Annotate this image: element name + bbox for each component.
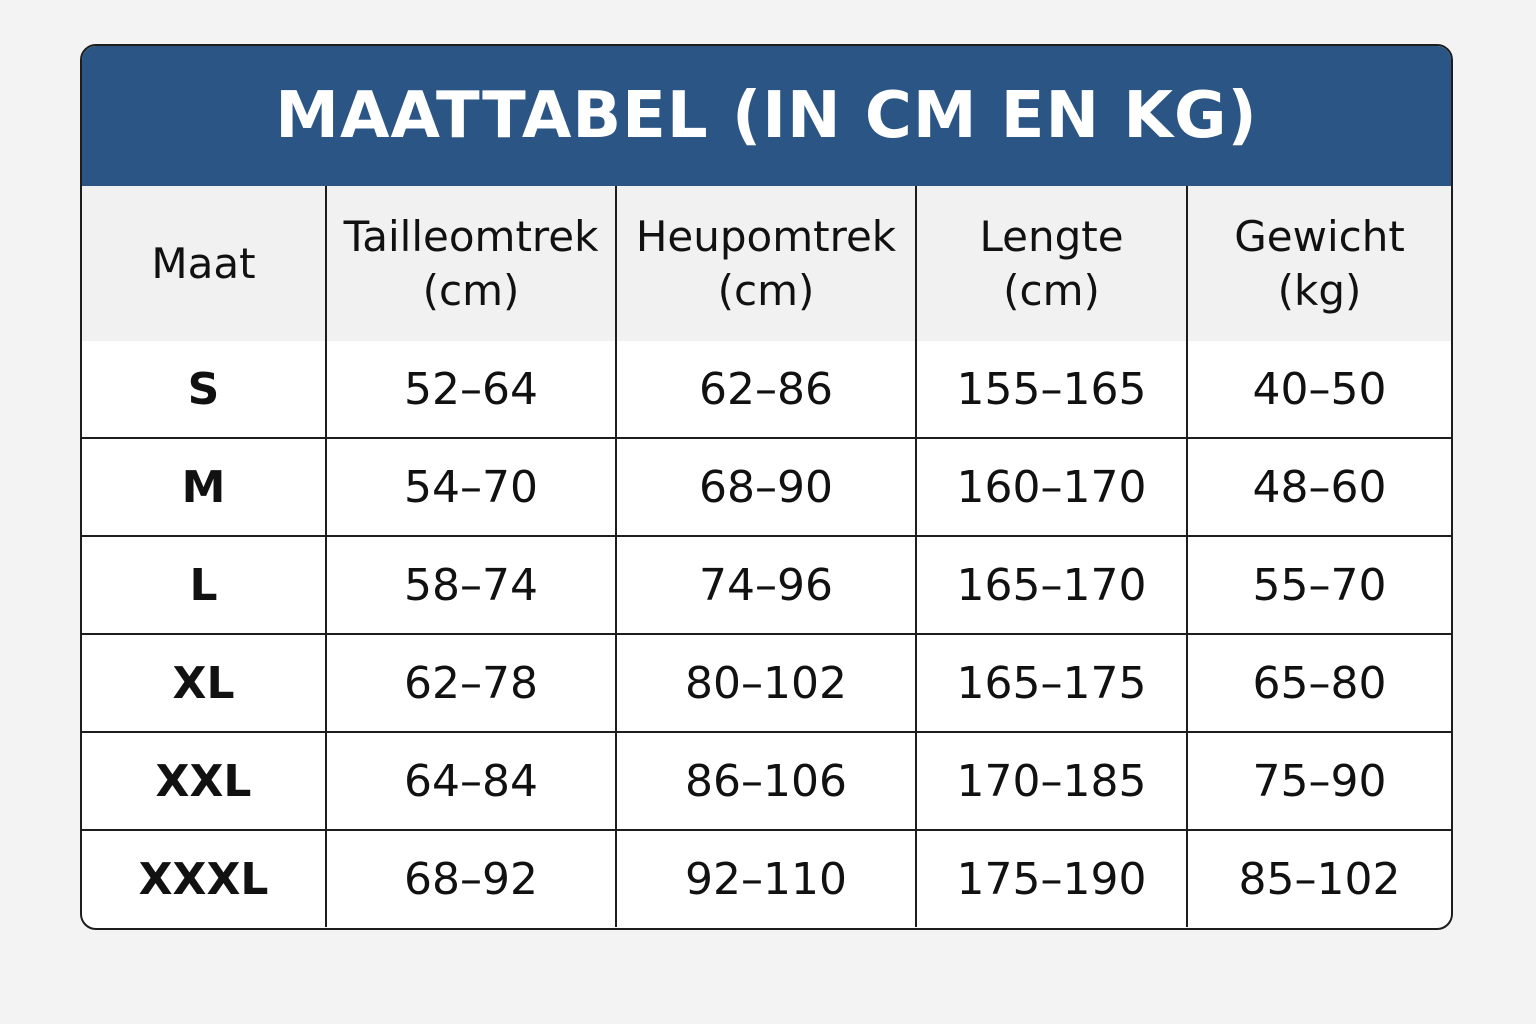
- column-header: Tailleomtrek (cm): [325, 186, 617, 341]
- value-cell: 54–70: [325, 437, 617, 537]
- value-cell: 58–74: [325, 535, 617, 635]
- value-cell: 65–80: [1186, 633, 1451, 733]
- header-line: Maat: [151, 238, 256, 288]
- header-line: (cm): [422, 265, 520, 315]
- header-line: (kg): [1277, 265, 1362, 315]
- value-cell: 62–78: [325, 633, 617, 733]
- value-cell: 40–50: [1186, 341, 1451, 439]
- value-cell: 165–170: [915, 535, 1188, 635]
- table-row: XL 62–78 80–102 165–175 65–80: [82, 633, 1451, 733]
- value-cell: 62–86: [615, 341, 917, 439]
- value-cell: 48–60: [1186, 437, 1451, 537]
- header-line: Lengte: [979, 211, 1124, 261]
- header-line: Tailleomtrek: [343, 211, 599, 261]
- value-cell: 74–96: [615, 535, 917, 635]
- size-cell: S: [82, 341, 327, 439]
- title: MAATTABEL (IN CM EN KG): [82, 46, 1451, 186]
- column-header: Lengte (cm): [915, 186, 1188, 341]
- size-cell: XL: [82, 633, 327, 733]
- table-body: S 52–64 62–86 155–165 40–50 M 54–70 68–90 160–17…: [82, 341, 1451, 927]
- header-line: Heupomtrek: [635, 211, 897, 261]
- value-cell: 52–64: [325, 341, 617, 439]
- table-row: M 54–70 68–90 160–170 48–60: [82, 437, 1451, 537]
- column-header: Gewicht (kg): [1186, 186, 1451, 341]
- size-cell: M: [82, 437, 327, 537]
- value-cell: 165–175: [915, 633, 1188, 733]
- value-cell: 175–190: [915, 829, 1188, 927]
- table-row: XXXL 68–92 92–110 175–190 85–102: [82, 829, 1451, 927]
- value-cell: 160–170: [915, 437, 1188, 537]
- size-cell: L: [82, 535, 327, 635]
- value-cell: 68–92: [325, 829, 617, 927]
- table-row: L 58–74 74–96 165–170 55–70: [82, 535, 1451, 635]
- value-cell: 155–165: [915, 341, 1188, 439]
- header-line: Gewicht: [1234, 211, 1405, 261]
- value-cell: 68–90: [615, 437, 917, 537]
- header-line: (cm): [717, 265, 815, 315]
- value-cell: 86–106: [615, 731, 917, 831]
- header-row: Maat Tailleomtrek (cm) Heupomtrek (cm) Lengte…: [82, 186, 1451, 341]
- value-cell: 92–110: [615, 829, 917, 927]
- table-row: XXL 64–84 86–106 170–185 75–90: [82, 731, 1451, 831]
- size-table: Maat Tailleomtrek (cm) Heupomtrek (cm) Lengte…: [82, 186, 1451, 927]
- table-row: S 52–64 62–86 155–165 40–50: [82, 341, 1451, 439]
- value-cell: 85–102: [1186, 829, 1451, 927]
- value-cell: 55–70: [1186, 535, 1451, 635]
- header-line: (cm): [1003, 265, 1100, 315]
- value-cell: 64–84: [325, 731, 617, 831]
- column-header: Maat: [82, 186, 327, 341]
- column-header: Heupomtrek (cm): [615, 186, 917, 341]
- size-cell: XXXL: [82, 829, 327, 927]
- value-cell: 170–185: [915, 731, 1188, 831]
- value-cell: 80–102: [615, 633, 917, 733]
- size-chart: MAATTABEL (IN CM EN KG) Maat Tailleomtrek…: [80, 44, 1453, 930]
- value-cell: 75–90: [1186, 731, 1451, 831]
- size-cell: XXL: [82, 731, 327, 831]
